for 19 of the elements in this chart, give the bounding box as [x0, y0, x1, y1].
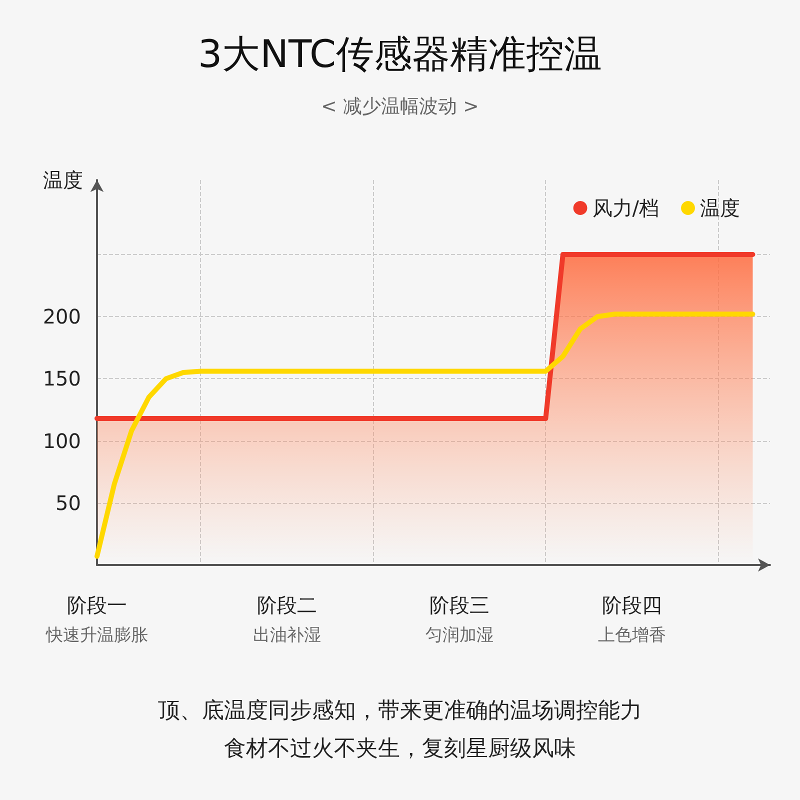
y-tick-label: 50	[56, 490, 81, 515]
x-tick-label: 阶段四	[602, 593, 662, 617]
legend-label: 温度	[700, 196, 740, 220]
legend-label: 风力/档	[592, 196, 660, 220]
x-tick-label: 阶段一	[67, 593, 127, 617]
chart-title: 3大NTC传感器精准控温	[198, 32, 602, 76]
y-tick-label: 100	[42, 428, 81, 453]
text: 匀润加湿	[425, 626, 494, 646]
x-tick-label: 阶段二	[256, 593, 317, 617]
text: 快速升温膨胀	[45, 626, 148, 646]
x-tick-label: 阶段三	[429, 593, 490, 617]
text: 上色增香	[598, 626, 666, 646]
y-axis-title: 温度	[43, 168, 83, 192]
text: 食材不过火不夹生，复刻星厨级风味	[224, 736, 576, 762]
text: 出油补湿	[252, 626, 321, 646]
text: 顶、底温度同步感知，带来更准确的温场调控能力	[158, 698, 642, 724]
y-tick-label: 200	[42, 304, 81, 329]
y-tick-label: 150	[42, 366, 81, 391]
chart-subtitle: < 减少温幅波动 >	[321, 96, 479, 118]
